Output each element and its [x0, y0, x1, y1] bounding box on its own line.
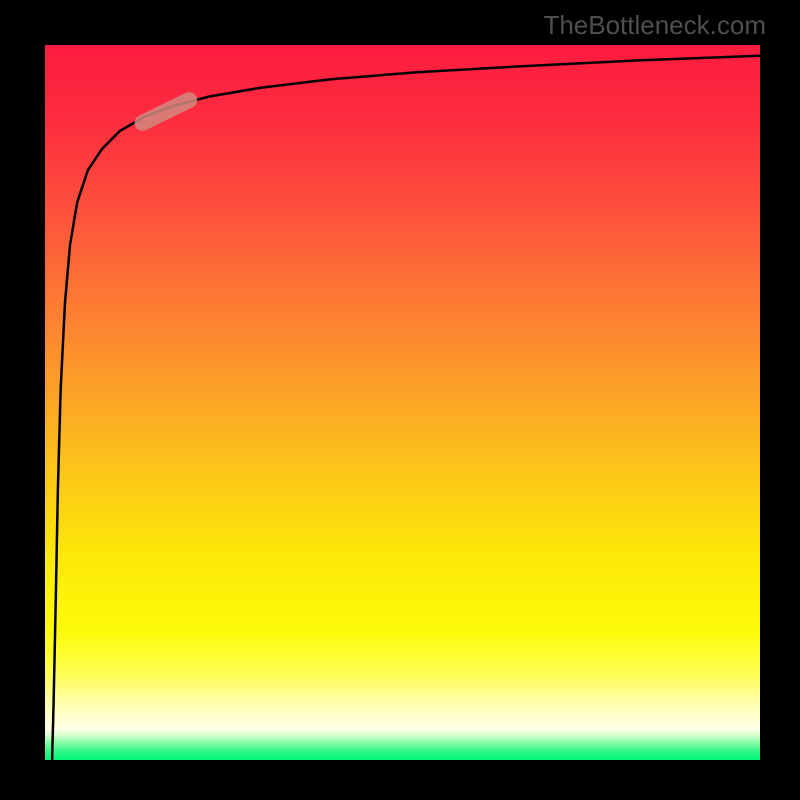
chart-container: TheBottleneck.com [0, 0, 800, 800]
chart-svg [0, 0, 800, 800]
watermark-text: TheBottleneck.com [543, 10, 766, 41]
plot-area [45, 45, 760, 760]
